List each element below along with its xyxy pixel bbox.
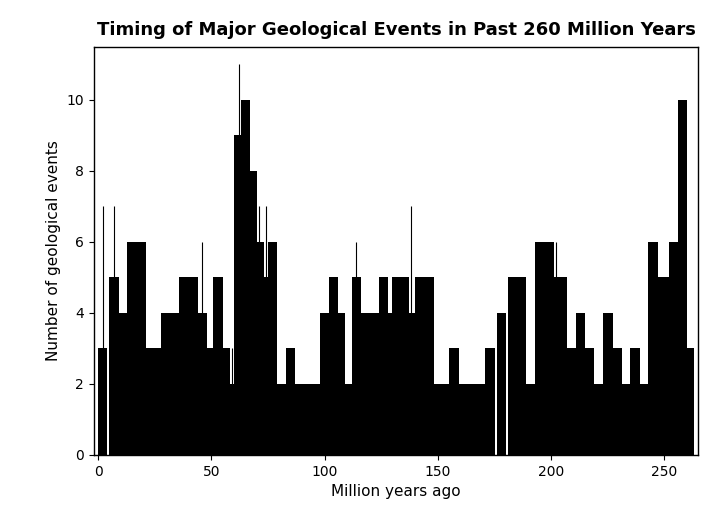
Bar [248,171,257,455]
Bar [320,313,330,455]
Bar [476,384,486,455]
Bar [662,278,672,455]
Bar [535,242,544,455]
Bar [361,313,370,455]
Bar [379,278,388,455]
Bar [171,313,180,455]
Bar [678,100,688,455]
Bar [576,313,585,455]
Bar [669,242,678,455]
Bar [621,384,631,455]
Bar [685,348,694,455]
Bar [415,278,425,455]
Bar [351,278,361,455]
Bar [406,313,415,455]
Bar [234,135,243,455]
Bar [485,348,495,455]
Bar [558,278,567,455]
Bar [145,348,155,455]
Bar [311,384,320,455]
Bar [386,313,395,455]
Bar [508,278,518,455]
Bar [302,384,311,455]
Bar [286,348,295,455]
Bar [544,242,554,455]
Bar [118,313,128,455]
Bar [551,278,560,455]
Bar [220,348,230,455]
Bar [109,278,119,455]
Bar [467,384,477,455]
Bar [585,348,595,455]
Bar [630,348,640,455]
Bar [179,278,189,455]
Bar [392,278,402,455]
Bar [497,313,506,455]
Bar [240,100,250,455]
Bar [197,313,207,455]
Bar [603,313,613,455]
Bar [440,384,449,455]
Bar [161,313,171,455]
Bar [433,384,443,455]
Bar [648,242,658,455]
Bar [517,278,526,455]
Bar [189,278,198,455]
Bar [329,278,338,455]
Bar [261,278,271,455]
Bar [526,384,536,455]
Bar [612,348,621,455]
Bar [424,278,433,455]
Bar [136,242,146,455]
Bar [127,242,137,455]
Bar [336,313,346,455]
Bar [213,278,223,455]
Bar [254,242,264,455]
Bar [594,384,603,455]
Title: Timing of Major Geological Events in Past 260 Million Years: Timing of Major Geological Events in Pas… [96,21,696,39]
Bar [399,278,409,455]
Bar [639,384,649,455]
X-axis label: Million years ago: Million years ago [331,484,461,499]
Y-axis label: Number of geological events: Number of geological events [45,140,60,361]
Bar [277,384,287,455]
Bar [370,313,379,455]
Bar [268,242,277,455]
Bar [227,384,237,455]
Bar [207,348,216,455]
Bar [567,348,576,455]
Bar [449,348,459,455]
Bar [98,348,107,455]
Bar [295,384,305,455]
Bar [458,384,467,455]
Bar [343,384,352,455]
Bar [655,278,665,455]
Bar [155,348,164,455]
